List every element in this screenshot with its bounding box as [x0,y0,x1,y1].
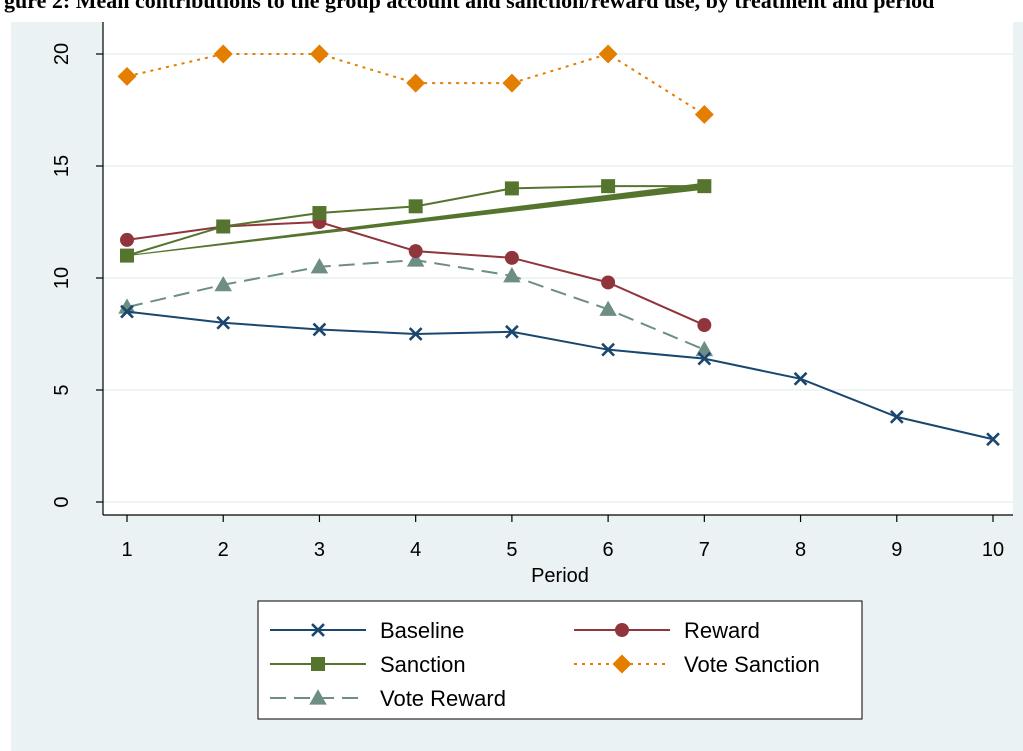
y-tick-label: 15 [51,155,73,177]
data-point-vote-sanction [694,105,714,124]
data-point-vote-sanction [117,66,137,86]
data-point-sanction [504,181,519,196]
data-point-baseline [312,322,327,337]
data-point-vote-reward [503,267,521,283]
data-point-sanction [120,248,134,263]
data-point-vote-sanction [598,44,618,64]
legend-marker-reward [615,623,629,637]
data-point-baseline [216,315,231,330]
x-tick-label: 4 [410,539,421,561]
legend-marker-vote-reward [309,689,327,705]
data-point-baseline [408,327,423,341]
legend-item-vote-sanction: Vote Sanction [574,652,820,677]
y-tick-label: 0 [51,496,73,507]
figure-caption-strip: gure 2: Mean contributions to the group … [0,0,1023,22]
legend-label-reward: Reward [684,618,760,643]
data-point-sanction [312,206,327,221]
x-tick-label: 5 [506,539,517,561]
legend-item-baseline: Baseline [270,618,464,643]
data-point-vote-reward [406,251,425,267]
data-point-reward [120,232,134,247]
data-point-reward [504,250,519,265]
data-point-vote-reward [599,300,617,316]
data-point-sanction [601,179,616,194]
data-point-vote-reward [695,340,714,357]
legend-item-vote-reward: Vote Reward [270,686,506,711]
axes [102,22,1013,516]
legend-marker-baseline [311,623,325,637]
y-tick-label: 5 [51,384,73,395]
legend-label-sanction: Sanction [380,652,466,677]
series-layer [117,44,1000,447]
data-point-vote-sanction [406,73,426,93]
y-tick-label: 10 [51,267,73,289]
x-tick-label: 8 [795,539,806,561]
legend-marker-vote-sanction [612,654,632,674]
figure-caption: gure 2: Mean contributions to the group … [4,0,935,13]
data-point-reward [697,318,712,333]
series-vote-reward [118,251,714,357]
legend-item-reward: Reward [574,618,760,643]
x-tick-label: 9 [891,539,902,561]
y-axis-ticks: 0 5 10 15 20 [51,43,103,508]
data-point-baseline [697,351,712,366]
data-point-vote-sanction [309,44,329,64]
legend-box [257,600,863,720]
data-point-baseline [986,432,1000,447]
data-point-vote-reward [118,298,136,314]
data-point-sanction [408,199,423,214]
series-sanction [120,179,712,263]
data-point-vote-reward [310,258,329,274]
x-tick-label: 2 [218,539,229,561]
legend-label-vote-reward: Vote Reward [380,686,506,711]
legend-label-vote-sanction: Vote Sanction [684,652,820,677]
legend-item-sanction: Sanction [270,652,466,677]
plot-area [103,22,1013,515]
x-tick-label: 7 [699,539,710,561]
legend-marker-sanction [311,657,325,671]
x-axis-ticks: 1 2 3 4 5 6 7 8 9 10 [121,515,1004,561]
x-axis-label: Period [531,565,589,587]
series-vote-sanction [117,44,714,124]
legend: Baseline Reward Sanction Vote Sanction Vote … [257,600,863,720]
y-tick-label: 20 [51,43,73,65]
data-point-vote-reward [214,275,232,292]
series-baseline [120,304,1000,447]
data-point-sanction [697,179,712,194]
data-point-baseline [505,324,519,339]
data-point-reward [601,275,616,290]
legend-label-baseline: Baseline [380,618,464,643]
data-point-sanction [216,219,231,234]
data-point-baseline [889,410,904,424]
x-tick-label: 3 [314,539,325,561]
x-tick-label: 10 [982,539,1004,561]
x-tick-label: 1 [121,539,132,561]
data-point-baseline [120,304,134,319]
data-point-reward [408,244,423,259]
data-point-baseline [601,342,615,357]
series-line-baseline [126,310,994,441]
data-point-baseline [793,371,808,386]
x-tick-label: 6 [603,539,614,561]
data-point-vote-sanction [213,44,233,64]
data-point-vote-sanction [502,73,522,93]
